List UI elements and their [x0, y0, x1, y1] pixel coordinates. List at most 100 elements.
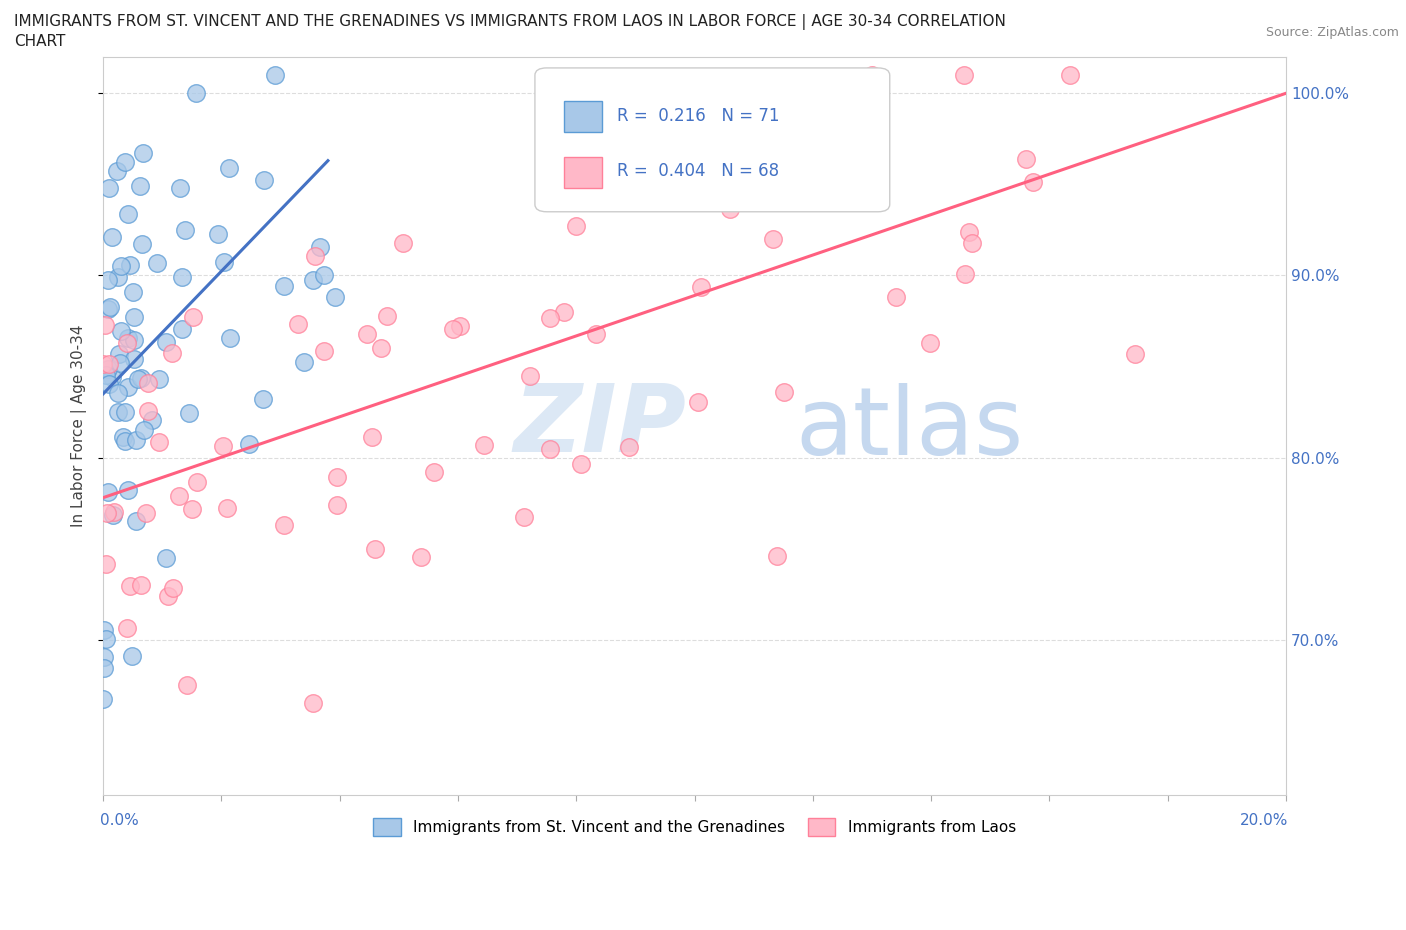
Point [309, 240, 332, 255]
Point [114, 405, 136, 419]
Point [585, 326, 607, 341]
Point [181, 501, 204, 516]
Point [1015, 152, 1038, 166]
Point [238, 437, 260, 452]
Point [148, 371, 170, 386]
Point [117, 483, 139, 498]
Point [1022, 175, 1045, 190]
Point [169, 180, 191, 195]
Point [538, 311, 561, 325]
Point [287, 316, 309, 331]
Point [217, 501, 239, 516]
Text: CHART: CHART [14, 34, 66, 49]
Point [148, 434, 170, 449]
Point [98, 357, 121, 372]
Point [219, 330, 242, 345]
Point [762, 232, 785, 246]
Point [93, 692, 115, 707]
Point [253, 173, 276, 188]
Text: 0.0%: 0.0% [100, 813, 139, 828]
Point [118, 258, 141, 272]
Point [263, 68, 285, 83]
Point [115, 336, 138, 351]
Point [125, 432, 148, 447]
Point [312, 268, 335, 283]
Point [157, 589, 180, 604]
Point [423, 464, 446, 479]
Point [273, 279, 295, 294]
Point [302, 272, 325, 287]
Point [132, 422, 155, 437]
Point [177, 405, 200, 420]
Point [1059, 68, 1081, 83]
Point [960, 235, 983, 250]
Point [101, 369, 124, 384]
Point [93, 650, 115, 665]
Point [121, 648, 143, 663]
Point [564, 219, 586, 233]
Point [108, 347, 131, 362]
Point [211, 439, 233, 454]
Text: R =  0.216   N = 71: R = 0.216 N = 71 [616, 107, 779, 125]
Point [173, 222, 195, 237]
Point [766, 549, 789, 564]
Point [117, 330, 139, 345]
FancyBboxPatch shape [564, 157, 602, 188]
Point [94, 632, 117, 647]
Point [302, 696, 325, 711]
Text: 20.0%: 20.0% [1240, 813, 1289, 828]
Legend: Immigrants from St. Vincent and the Grenadines, Immigrants from Laos: Immigrants from St. Vincent and the Gren… [367, 812, 1022, 843]
Point [97, 362, 120, 377]
Point [122, 285, 145, 299]
Point [772, 384, 794, 399]
Point [125, 513, 148, 528]
Point [326, 498, 349, 512]
FancyBboxPatch shape [564, 101, 602, 132]
Point [538, 442, 561, 457]
Point [131, 237, 153, 252]
Point [955, 266, 977, 281]
Point [129, 179, 152, 193]
Point [718, 202, 741, 217]
Point [172, 322, 194, 337]
Text: Source: ZipAtlas.com: Source: ZipAtlas.com [1265, 26, 1399, 39]
Point [207, 226, 229, 241]
Point [105, 164, 128, 179]
Point [93, 661, 115, 676]
Point [361, 430, 384, 445]
Point [183, 310, 205, 325]
Point [686, 394, 709, 409]
Point [117, 379, 139, 394]
Point [184, 86, 207, 100]
Point [114, 433, 136, 448]
Point [953, 68, 976, 83]
Point [97, 485, 120, 499]
Point [93, 317, 115, 332]
Point [172, 270, 194, 285]
Point [155, 334, 177, 349]
Point [136, 404, 159, 418]
Point [186, 474, 208, 489]
Point [98, 299, 121, 314]
Point [312, 343, 335, 358]
Point [160, 346, 183, 361]
Point [141, 413, 163, 428]
Text: atlas: atlas [796, 383, 1024, 475]
Point [218, 161, 240, 176]
Point [391, 235, 413, 250]
Point [131, 145, 153, 160]
Point [97, 301, 120, 316]
Text: R =  0.404   N = 68: R = 0.404 N = 68 [616, 163, 779, 180]
Point [155, 551, 177, 565]
Point [162, 580, 184, 595]
Point [127, 371, 149, 386]
Point [114, 154, 136, 169]
Text: IMMIGRANTS FROM ST. VINCENT AND THE GRENADINES VS IMMIGRANTS FROM LAOS IN LABOR : IMMIGRANTS FROM ST. VINCENT AND THE GREN… [14, 14, 1005, 30]
Point [94, 367, 117, 382]
Point [323, 289, 346, 304]
Point [375, 309, 398, 324]
Point [110, 259, 132, 273]
Point [513, 510, 536, 525]
Point [110, 324, 132, 339]
Point [97, 180, 120, 195]
